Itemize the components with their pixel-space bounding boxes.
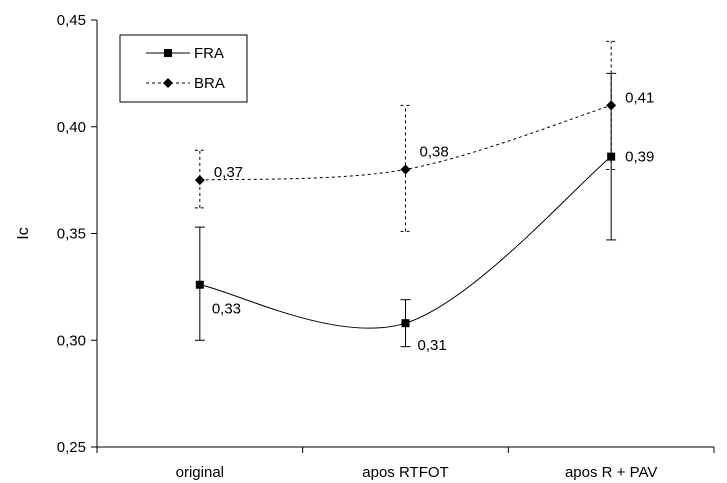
data-label-fra: 0,33	[212, 301, 241, 318]
marker-bra	[194, 175, 205, 186]
marker-fra	[607, 152, 616, 161]
x-tick-label: apos RTFOT	[362, 464, 448, 481]
y-tick-label: 0,40	[57, 119, 86, 136]
legend-label-fra: FRA	[194, 45, 224, 62]
series-markers	[194, 100, 617, 328]
y-axis-title: Ic	[15, 227, 32, 239]
x-tick-label: original	[176, 464, 224, 481]
legend-label-bra: BRA	[194, 75, 225, 92]
y-tick-label: 0,30	[57, 332, 86, 349]
error-bars	[194, 40, 617, 348]
data-label-fra: 0,39	[625, 149, 654, 166]
data-labels: 0,33 0,31 0,39 0,37 0,38 0,41	[212, 89, 655, 354]
legend: FRA BRA	[119, 34, 248, 103]
marker-fra	[195, 280, 204, 289]
data-label-fra: 0,31	[418, 337, 447, 354]
data-label-bra: 0,41	[625, 89, 654, 106]
axes: 0,25 0,30 0,35 0,40 0,45 original apos RTFOT ap…	[15, 12, 715, 481]
marker-bra	[606, 100, 617, 111]
legend-marker-bra	[163, 78, 173, 88]
y-tick-label: 0,45	[57, 12, 86, 29]
legend-box	[119, 34, 248, 103]
y-tick-label: 0,35	[57, 226, 86, 243]
marker-bra	[400, 164, 411, 175]
data-label-bra: 0,37	[214, 164, 243, 181]
x-tick-label: apos R + PAV	[565, 464, 657, 481]
y-tick-label: 0,25	[57, 439, 86, 456]
legend-marker-fra	[164, 49, 172, 57]
data-label-bra: 0,38	[420, 143, 449, 160]
marker-fra	[401, 319, 410, 328]
